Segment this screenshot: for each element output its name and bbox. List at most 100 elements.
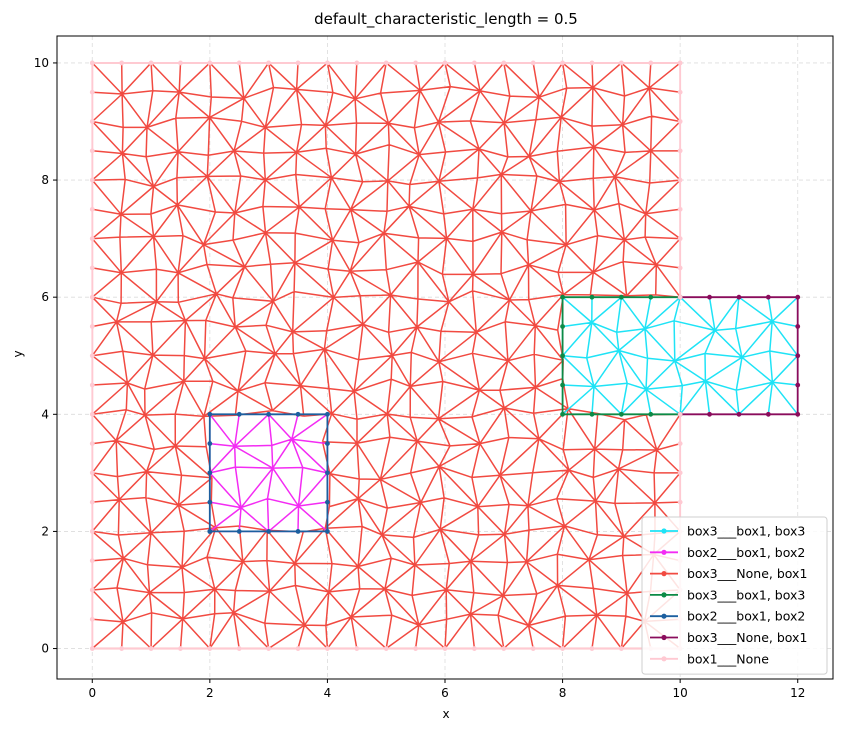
boundary-node (677, 236, 683, 242)
boundary-node (266, 529, 272, 534)
boundary-node (765, 294, 771, 300)
legend-entry: box3___box1, box3 (650, 524, 805, 539)
boundary-node (89, 294, 95, 300)
boundary-node (501, 646, 507, 651)
boundary-node (266, 60, 272, 66)
boundary-node (325, 646, 330, 651)
chart-title: default_characteristic_length = 0.5 (314, 10, 578, 29)
boundary-node (148, 60, 154, 66)
legend-marker (661, 528, 667, 534)
x-tick-label: 8 (559, 686, 567, 700)
legend-entry: box3___None, box1 (650, 566, 807, 581)
legend-label: box3___box1, box3 (687, 524, 805, 539)
legend-label: box2___box1, box2 (687, 609, 805, 624)
boundary-node (89, 206, 95, 212)
boundary-node (560, 382, 565, 388)
boundary-node (618, 60, 624, 66)
boundary-node (89, 324, 95, 329)
boundary-node (589, 411, 595, 417)
boundary-node (618, 646, 624, 651)
boundary-node (442, 646, 448, 651)
legend-label: box3___box1, box3 (687, 587, 805, 602)
boundary-node (119, 60, 125, 66)
legend-entry: box2___box1, box2 (650, 609, 805, 624)
boundary-node (266, 646, 272, 651)
boundary-series-1 (207, 411, 330, 534)
boundary-node (677, 119, 683, 124)
boundary-node (89, 148, 95, 154)
boundary-node (207, 470, 213, 476)
boundary-node (442, 60, 448, 66)
boundary-node (471, 60, 477, 66)
boundary-node (207, 441, 213, 446)
boundary-node (236, 529, 242, 534)
mesh-edges (91, 62, 681, 650)
y-tick-label: 10 (34, 56, 49, 70)
boundary-node (89, 499, 95, 505)
boundary-node (295, 411, 301, 417)
boundary-node (589, 294, 595, 300)
x-tick-label: 0 (88, 686, 96, 700)
boundary-node (89, 60, 95, 66)
boundary-node (677, 294, 683, 300)
boundary-node (560, 324, 565, 329)
boundary-node (148, 646, 154, 651)
boundary-node (530, 646, 536, 651)
boundary-node (765, 411, 771, 417)
boundary-node (236, 60, 242, 66)
boundary-series-0 (560, 294, 683, 417)
boundary-node (471, 646, 477, 651)
legend-entry: box1___None (650, 651, 769, 666)
boundary-node (618, 411, 624, 417)
boundary-node (795, 294, 801, 300)
boundary-node (89, 646, 95, 651)
boundary-node (413, 646, 419, 651)
legend-entry: box2___box1, box2 (650, 545, 805, 560)
boundary-node (677, 60, 683, 66)
boundary-node (501, 60, 507, 66)
boundary-series-2 (677, 294, 801, 417)
y-tick-label: 2 (41, 524, 49, 538)
mesh-series-0 (91, 62, 681, 650)
boundary-node (707, 411, 712, 417)
legend-marker (661, 634, 667, 641)
legend-label: box2___box1, box2 (687, 545, 805, 560)
boundary-node (89, 470, 95, 476)
boundary-node (648, 60, 654, 66)
boundary-node (89, 89, 95, 95)
boundary-node (795, 324, 801, 329)
boundary-node (795, 353, 801, 359)
boundary-node (560, 646, 565, 651)
legend-marker (661, 613, 667, 619)
x-tick-label: 12 (790, 686, 805, 700)
boundary-node (89, 177, 95, 183)
boundary-node (295, 529, 301, 534)
boundary-series-3 (89, 60, 683, 651)
boundary-node (325, 441, 330, 446)
y-axis-label: y (11, 350, 25, 357)
boundary-node (207, 411, 213, 417)
boundary-node (89, 558, 95, 564)
boundary-node (266, 411, 272, 417)
boundary-node (677, 411, 683, 417)
legend-label: box1___None (687, 651, 769, 666)
boundary-node (413, 60, 419, 66)
boundary-node (89, 382, 95, 388)
boundary-node (295, 646, 301, 651)
legend-entry: box3___None, box1 (650, 630, 807, 645)
boundary-line (561, 296, 681, 416)
boundary-node (325, 499, 330, 505)
boundary-node (89, 119, 95, 124)
boundary-node (89, 616, 95, 622)
boundary-node (736, 411, 742, 417)
boundary-layer (89, 60, 801, 651)
boundary-node (295, 60, 301, 66)
boundary-node (383, 646, 389, 651)
boundary-node (707, 294, 712, 300)
x-axis-label: x (442, 707, 449, 721)
boundary-node (677, 499, 683, 505)
y-tick-label: 0 (41, 642, 49, 656)
mesh-series-2 (209, 413, 329, 533)
boundary-node (560, 60, 565, 66)
